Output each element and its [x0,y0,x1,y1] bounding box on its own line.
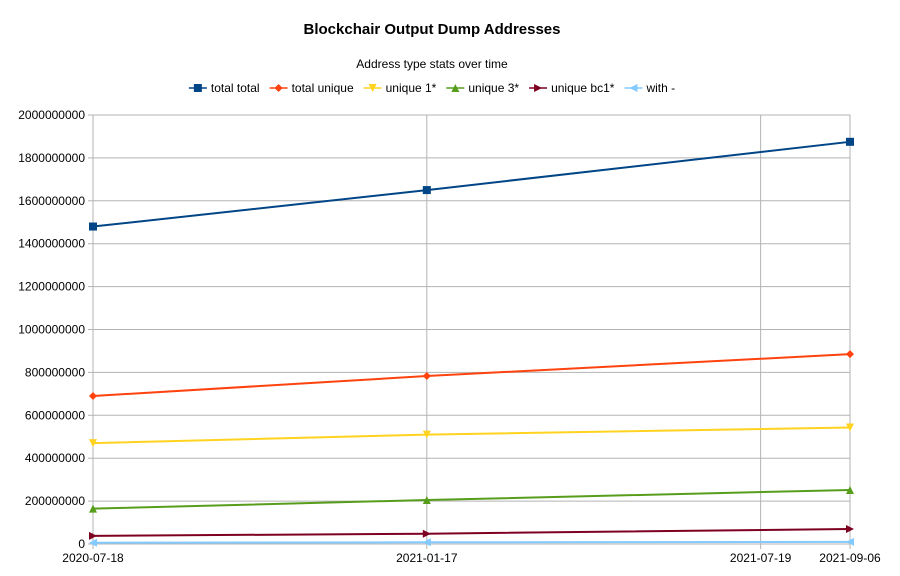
series-unique-1 [89,423,854,448]
y-tick-label: 1200000000 [18,280,85,294]
data-point-with [846,537,854,546]
legend-marker-with [629,84,638,92]
series-line-unique-bc1 [92,527,851,537]
y-tick-label: 400000000 [25,451,85,465]
x-tick-label: 2021-09-06 [819,551,881,565]
legend-label: total total [211,81,260,95]
legend-item-unique-3: unique 3* [446,81,519,95]
data-point-total-unique [422,372,431,381]
y-tick-label: 0 [78,537,85,551]
y-tick-label: 800000000 [25,365,85,379]
legend-label: unique 3* [468,81,519,95]
data-point-total-total [846,137,854,146]
series-unique-3 [89,485,854,513]
data-point-unique-1 [89,439,97,448]
y-tick-label: 1000000000 [18,323,85,337]
series-line-with [92,540,851,544]
legend-item-unique-1: unique 1* [363,81,437,95]
legend-label: total unique [292,81,354,95]
legend-marker-unique-3 [451,84,460,92]
legend-label: unique 1* [386,81,437,95]
data-point-unique-1 [422,430,431,439]
series-group [89,137,854,547]
legend-item-with: with - [624,81,675,95]
data-point-unique-3 [846,485,854,494]
data-point-unique-3 [422,496,431,505]
series-with [89,537,854,547]
data-point-unique-3 [89,504,97,513]
data-point-unique-1 [846,423,854,432]
y-tick-label: 1400000000 [18,237,85,251]
legend: total total total unique unique 1* unique 3… [188,81,675,95]
x-tick-label: 2021-07-19 [730,551,792,565]
chart-subtitle: Address type stats over time [356,57,508,71]
data-point-total-unique [846,350,854,359]
series-total-total [89,137,854,231]
legend-marker-unique-1 [368,84,377,92]
series-unique-bc1 [89,524,854,540]
data-point-total-total [89,222,97,231]
series-line-unique-1 [92,426,851,445]
data-point-unique-bc1 [846,524,854,533]
y-axis: 0 200000000 400000000 600000000 800000000 100… [18,108,93,551]
series-line-unique-3 [92,488,851,510]
x-tick-label: 2021-01-17 [396,551,458,565]
y-tick-label: 600000000 [25,408,85,422]
y-tick-label: 200000000 [25,494,85,508]
legend-label: with - [645,81,675,95]
data-point-with [89,538,97,547]
gridlines [92,114,851,545]
chart-title: Blockchair Output Dump Addresses [304,21,561,38]
legend-item-total-unique: total unique [269,81,354,95]
x-tick-label: 2020-07-18 [62,551,124,565]
data-point-unique-bc1 [89,531,97,540]
legend-marker-total-total [193,84,202,92]
x-axis: 2020-07-18 2021-01-17 2021-07-19 2021-09-06 [62,544,881,565]
legend-item-unique-bc1: unique bc1* [529,81,615,95]
data-point-total-total [422,186,431,195]
legend-marker-unique-bc1 [534,84,543,92]
data-point-with [422,538,431,547]
legend-marker-total-unique [274,84,283,92]
legend-label: unique bc1* [551,81,615,95]
y-tick-label: 1800000000 [18,151,85,165]
data-point-total-unique [89,391,97,400]
y-tick-label: 1600000000 [18,194,85,208]
data-point-unique-bc1 [422,529,431,538]
series-line-total-total [92,140,851,228]
y-tick-label: 2000000000 [18,108,85,122]
series-line-total-unique [92,353,851,397]
series-total-unique [89,350,854,400]
legend-item-total-total: total total [188,81,260,95]
